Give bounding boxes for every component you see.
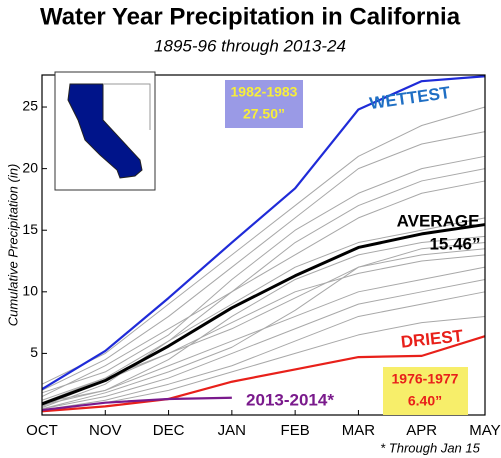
chart-title: Water Year Precipitation in California <box>40 3 461 30</box>
california-shape <box>67 83 143 179</box>
x-tick-label: MAY <box>469 422 500 439</box>
x-tick-label: APR <box>406 422 437 439</box>
annotation-box <box>383 367 468 415</box>
year-line <box>41 217 486 409</box>
y-tick-label: 10 <box>22 283 38 299</box>
x-tick-label: MAR <box>342 422 376 439</box>
year-line <box>41 235 486 404</box>
annotation: 1976-1977 <box>392 371 459 387</box>
x-tick-label: OCT <box>26 422 58 439</box>
series-line <box>41 396 232 412</box>
inset-map <box>54 71 156 191</box>
series-label: 2013-2014* <box>246 390 334 409</box>
annotation: 15.46” <box>429 234 480 253</box>
x-tick-label: JAN <box>218 422 246 439</box>
y-tick-label: 20 <box>22 159 38 175</box>
annotation: * Through Jan 15 <box>380 440 481 455</box>
y-tick-label: 5 <box>30 344 38 360</box>
series-label: AVERAGE <box>397 211 480 230</box>
year-line <box>41 180 486 397</box>
chart-subtitle: 1895-96 through 2013-24 <box>154 36 346 55</box>
year-line <box>41 168 486 404</box>
state-border <box>103 83 151 130</box>
y-axis-label: Cumulative Precipitation (in) <box>5 164 20 327</box>
year-line <box>41 155 486 394</box>
year-line <box>41 131 486 391</box>
annotation: 6.40” <box>408 393 442 409</box>
annotation-box <box>225 80 303 128</box>
x-tick-label: FEB <box>281 422 310 439</box>
annotation: 27.50” <box>243 106 285 122</box>
y-tick-label: 25 <box>22 98 38 114</box>
x-tick-label: DEC <box>153 422 185 439</box>
annotation: 1982-1983 <box>231 84 298 100</box>
plot-frame <box>41 74 486 416</box>
x-tick-label: NOV <box>89 422 122 439</box>
series-line <box>41 75 486 391</box>
plot-area <box>41 75 486 413</box>
series-line <box>41 335 486 413</box>
year-line <box>41 315 486 412</box>
year-line <box>41 106 486 385</box>
series-line <box>41 223 486 406</box>
year-line <box>41 242 486 410</box>
year-line <box>41 279 486 410</box>
year-line <box>41 291 486 411</box>
y-tick-label: 15 <box>22 221 38 237</box>
